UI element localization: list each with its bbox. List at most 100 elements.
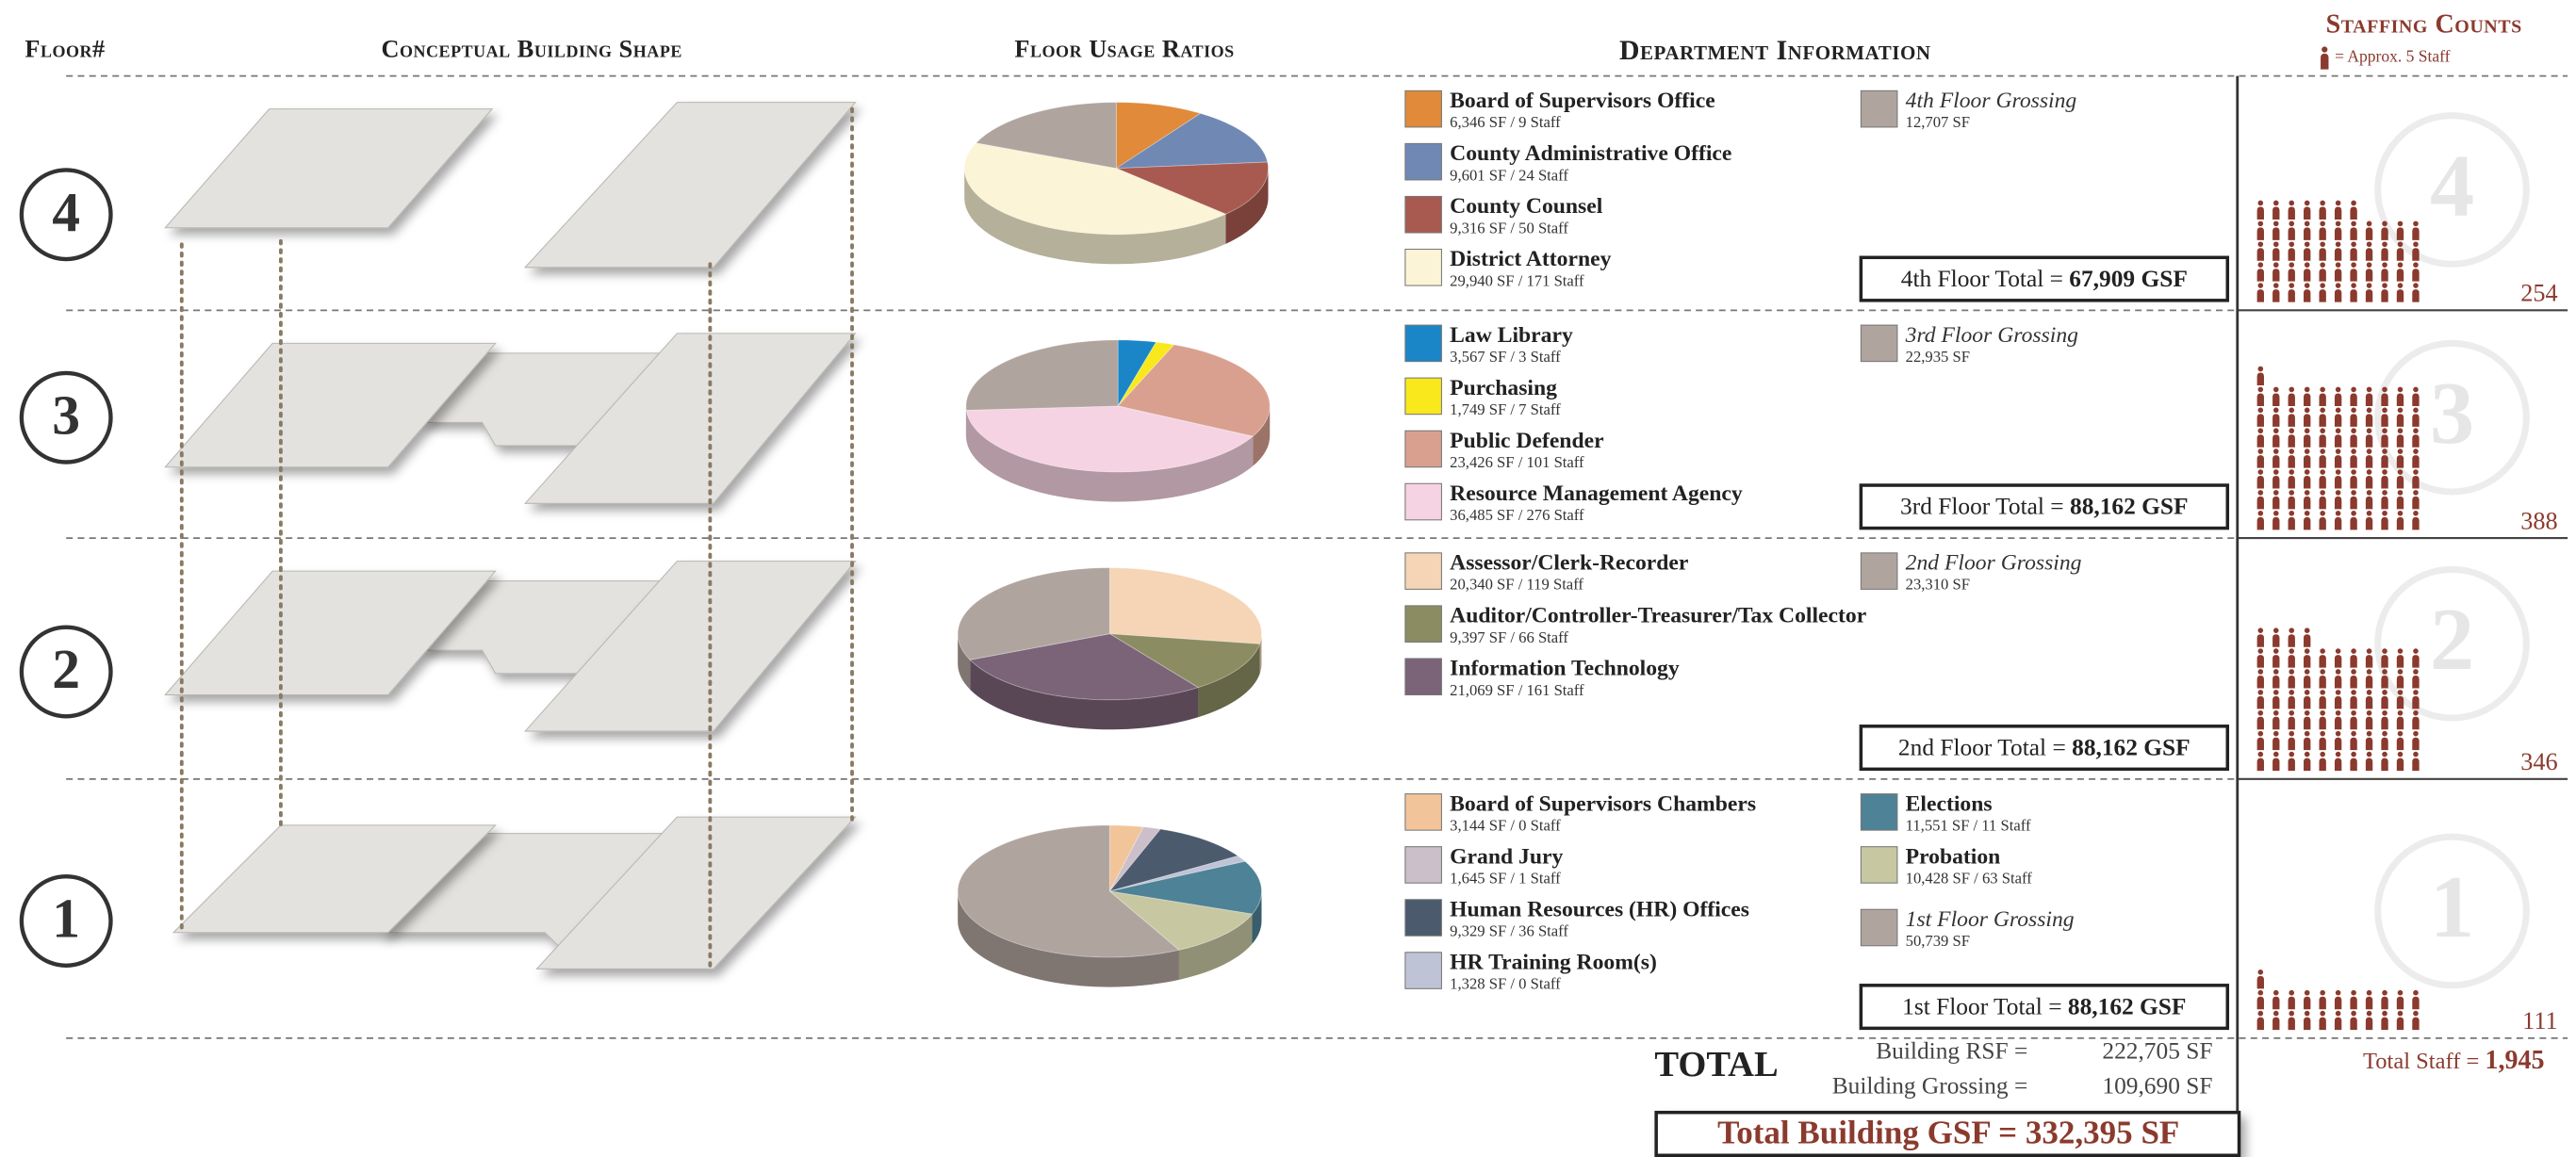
legend-swatch xyxy=(1404,377,1442,416)
pie-slice xyxy=(965,405,1255,473)
staff-floor-badge xyxy=(2374,565,2530,722)
floor-total-box xyxy=(1859,984,2230,1031)
department-detail: 10,428 SF / 63 Staff xyxy=(1906,870,2033,888)
legend-swatch xyxy=(1404,846,1442,884)
gsf-box xyxy=(1654,1110,2241,1157)
floor-plate xyxy=(523,102,857,269)
pie-slice xyxy=(1117,339,1157,408)
department-detail: 12,707 SF xyxy=(1906,113,1970,131)
legend-swatch xyxy=(1404,658,1442,696)
floor-total-label: 2nd Floor Total = xyxy=(1898,734,2066,760)
pie-side xyxy=(1259,633,1262,674)
pie-side xyxy=(958,890,1179,987)
grossing-label: Building Grossing = xyxy=(1832,1072,2028,1099)
legend-swatch xyxy=(1860,846,1898,884)
pie-slice xyxy=(1108,567,1262,644)
pie-slice xyxy=(1117,341,1175,407)
department-name: Board of Supervisors Chambers xyxy=(1450,791,1756,816)
pie-slice xyxy=(963,142,1227,236)
header-ratios: Floor Usage Ratios xyxy=(1014,35,1234,62)
floor-badge xyxy=(19,168,113,262)
pie-slice xyxy=(1117,344,1271,437)
pie-slice xyxy=(965,339,1119,411)
floor-total-box xyxy=(1859,483,2230,530)
floor-total: 4th Floor Total = 67,909 GSF xyxy=(1901,266,2188,292)
floor-badge xyxy=(19,625,113,719)
legend-swatch xyxy=(1860,90,1898,128)
floor-plate xyxy=(524,561,857,732)
floor-number: 2 xyxy=(52,638,80,700)
legend-swatch xyxy=(1404,605,1442,643)
total-staff: Total Staff = 1,945 xyxy=(2363,1047,2545,1076)
department-detail: 21,069 SF / 161 Staff xyxy=(1450,681,1584,699)
total-gsf: Total Building GSF = 332,395 SF xyxy=(1717,1114,2179,1150)
floor-number: 3 xyxy=(52,383,80,446)
pie-side xyxy=(1178,914,1253,980)
floor-badge xyxy=(19,370,113,464)
department-detail: 9,397 SF / 66 Staff xyxy=(1450,628,1568,646)
floor-plate xyxy=(524,333,857,504)
total-staff-value: 1,945 xyxy=(2485,1047,2544,1076)
staff-icons xyxy=(2256,627,2420,772)
department-name: Assessor/Clerk-Recorder xyxy=(1450,551,1688,576)
pie-side xyxy=(958,633,971,690)
department-name: District Attorney xyxy=(1450,247,1611,271)
department-name: Purchasing xyxy=(1450,376,1557,400)
department-name: 4th Floor Grossing xyxy=(1906,89,2077,113)
legend-swatch xyxy=(1860,908,1898,947)
department-detail: 1,645 SF / 1 Staff xyxy=(1450,870,1561,888)
floor-total-label: 3rd Floor Total = xyxy=(1900,493,2064,519)
legend-swatch xyxy=(1404,482,1442,521)
department-detail: 20,340 SF / 119 Staff xyxy=(1450,576,1583,594)
department-name: Resource Management Agency xyxy=(1450,481,1743,506)
pie-side xyxy=(966,410,1254,502)
floor-plate xyxy=(164,570,497,696)
rsf-value: 222,705 SF xyxy=(2102,1037,2212,1064)
floor-plate xyxy=(164,342,497,468)
department-detail: 3,567 SF / 3 Staff xyxy=(1450,348,1561,366)
department-name: County Administrative Office xyxy=(1450,141,1731,166)
department-detail: 23,426 SF / 101 Staff xyxy=(1450,453,1584,471)
legend-swatch xyxy=(1404,552,1442,590)
legend-swatch xyxy=(1404,248,1442,286)
department-detail: 23,310 SF xyxy=(1906,576,1970,594)
header-shape: Conceptual Building Shape xyxy=(381,35,681,62)
floor-total-box xyxy=(1859,725,2230,772)
pie-side xyxy=(1225,168,1269,244)
staff-floor-badge xyxy=(2374,112,2530,268)
grossing-value: 109,690 SF xyxy=(2102,1072,2212,1099)
department-name: Grand Jury xyxy=(1450,844,1563,869)
pie-slice xyxy=(969,633,1200,701)
legend-swatch xyxy=(1404,430,1442,468)
department-name: 3rd Floor Grossing xyxy=(1905,323,2079,348)
pie-slice xyxy=(1114,112,1269,170)
icon-scale-label: = Approx. 5 Staff xyxy=(2335,46,2450,65)
department-name: Auditor/Controller-Treasurer/Tax Collect… xyxy=(1450,604,1866,628)
pie-slice xyxy=(1109,633,1261,689)
legend-swatch xyxy=(1404,142,1442,181)
building-shapes xyxy=(164,102,857,970)
department-detail: 29,940 SF / 171 Staff xyxy=(1450,271,1584,289)
department-detail: 36,485 SF / 276 Staff xyxy=(1450,506,1584,524)
floor-total: 3rd Floor Total = 88,162 GSF xyxy=(1900,493,2189,519)
legend-swatch xyxy=(1404,952,1442,989)
pie-slice xyxy=(1109,855,1246,892)
floor-total: 1st Floor Total = 88,162 GSF xyxy=(1902,993,2186,1019)
staff-count: 254 xyxy=(2520,280,2557,307)
total-heading: TOTAL xyxy=(1654,1045,1778,1084)
legend-swatch xyxy=(1404,90,1442,128)
legend-swatch xyxy=(1404,324,1442,363)
staff-icons xyxy=(2256,969,2420,1031)
department-name: 1st Floor Grossing xyxy=(1906,907,2075,932)
department-detail: 3,144 SF / 0 Staff xyxy=(1450,816,1561,834)
department-name: Human Resources (HR) Offices xyxy=(1450,897,1749,921)
pie-side xyxy=(970,660,1199,730)
floor-plate xyxy=(164,108,494,229)
floor-total-label: 4th Floor Total = xyxy=(1901,266,2063,292)
floor-plate xyxy=(535,816,857,970)
pie-slice xyxy=(975,102,1117,170)
pie-slice xyxy=(1108,828,1239,892)
pie-slice xyxy=(1109,860,1262,915)
floor-total-value: 88,162 GSF xyxy=(2068,993,2187,1019)
